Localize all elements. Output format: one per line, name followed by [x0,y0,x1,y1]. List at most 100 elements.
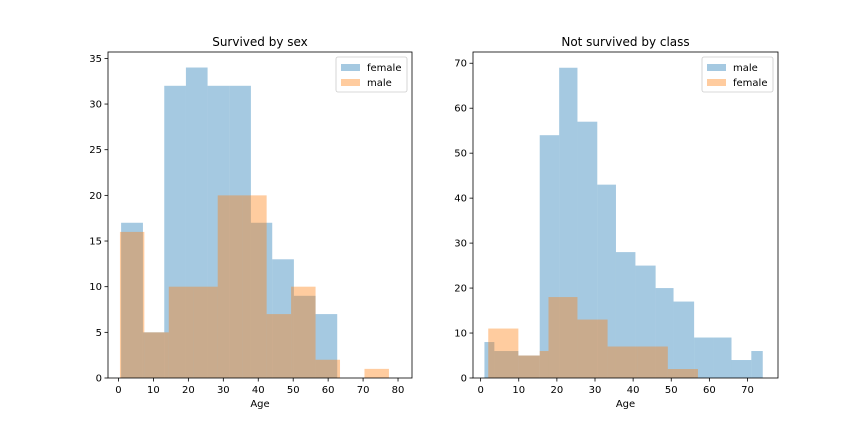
bar-male-0 [484,342,495,378]
legend-swatch-male [707,64,726,71]
bar-female-0 [488,328,519,378]
bar-male-1 [494,351,519,378]
x-tick-label: 40 [252,385,265,396]
bar-male-9 [655,288,674,378]
bar-male-11 [694,337,714,378]
bar-male-7 [615,252,636,378]
bar-male-4 [559,67,578,379]
legend: male female [701,56,774,93]
bar-male-2 [518,355,540,378]
x-tick-label: 10 [147,385,160,396]
bar-male-13 [731,360,752,378]
x-tick-label: 70 [357,385,370,396]
x-tick-label: 60 [703,385,716,396]
legend-label-female: female [367,63,401,74]
y-tick-label: 40 [454,194,467,205]
bar-female-3 [548,297,578,378]
bar-male-5 [242,195,267,378]
panel-survived-by-sex: 0 10 20 30 40 50 60 70 80 0 5 10 15 20 25 30 35 Survived … [89,35,413,410]
y-tick-label: 70 [454,59,467,70]
bar-male-3 [193,286,218,378]
legend-label-male: male [733,63,758,74]
y-tick-label: 5 [96,328,102,339]
bar-male-4 [217,195,243,378]
y-tick-label: 20 [454,284,467,295]
y-tick-label: 60 [454,104,467,115]
legend-swatch-male [341,79,360,86]
bar-male-14 [751,351,763,378]
y-tick-label: 30 [454,239,467,250]
y-tick-label: 10 [454,329,467,340]
x-tick-label: 30 [589,385,602,396]
series-male [119,195,389,378]
legend-box [335,56,408,93]
y-tick-label: 20 [89,191,102,202]
x-tick-label: 80 [392,385,405,396]
x-tick-label: 50 [665,385,678,396]
bar-male-5 [577,121,598,379]
y-tick-label: 10 [89,282,102,293]
panel-not-survived-by-class: 0 10 20 30 40 50 60 70 0 10 20 30 40 50 60 70 Not surviv… [454,35,779,410]
y-tick-label: 0 [96,374,102,385]
x-tick-label: 0 [477,385,483,396]
chart-title: Not survived by class [561,35,689,49]
legend-label-female: female [733,78,767,89]
bar-female-6 [250,222,273,378]
axes-frame [472,51,779,379]
legend-swatch-female [707,79,726,86]
bar-female-3 [185,67,208,379]
bar-female-4 [207,85,230,379]
y-tick-label: 30 [89,100,102,111]
bar-male-6 [597,184,616,378]
legend-swatch-female [341,64,360,71]
bar-male-8 [635,265,656,378]
bar-female-5 [229,85,251,379]
x-tick-label: 40 [627,385,640,396]
x-axis-label: Age [250,399,269,410]
bar-female-8 [293,295,316,378]
x-axis-label: Age [616,399,635,410]
bar-female-2 [164,85,186,379]
bar-female-7 [667,369,698,378]
bar-male-7 [291,286,316,378]
x-tick-label: 0 [115,385,121,396]
bar-female-1 [142,332,165,378]
bar-male-8 [315,359,341,378]
bar-female-9 [315,314,338,378]
bar-male-10 [673,301,695,378]
x-tick-label: 10 [512,385,525,396]
legend: female male [335,56,408,93]
bar-male-3 [539,135,560,378]
x-tick-label: 30 [217,385,230,396]
y-tick-label: 50 [454,149,467,160]
bar-male-10 [364,368,389,378]
bar-male-12 [713,337,732,378]
bar-female-1 [518,355,540,378]
y-tick-label: 15 [89,237,102,248]
bar-female-5 [607,346,638,378]
bar-female-4 [577,319,608,378]
y-tick-label: 25 [89,145,102,156]
x-tick-label: 50 [287,385,300,396]
y-tick-label: 35 [89,54,102,65]
x-tick-label: 70 [741,385,754,396]
bar-male-0 [119,231,145,378]
legend-box [701,56,774,93]
bar-female-2 [539,351,549,378]
bar-female-6 [637,346,668,378]
axes-frame [107,51,413,379]
x-tick-label: 20 [551,385,564,396]
bar-female-7 [272,259,294,378]
bar-male-1 [144,332,169,378]
bar-male-2 [168,286,194,378]
y-tick-label: 0 [461,374,467,385]
x-tick-label: 20 [182,385,195,396]
series-female [488,297,698,378]
chart-title: Survived by sex [212,35,308,49]
bar-female-0 [121,222,143,378]
bar-male-6 [266,314,292,378]
series-female [121,67,338,379]
x-tick-label: 60 [322,385,335,396]
series-male [484,67,763,379]
